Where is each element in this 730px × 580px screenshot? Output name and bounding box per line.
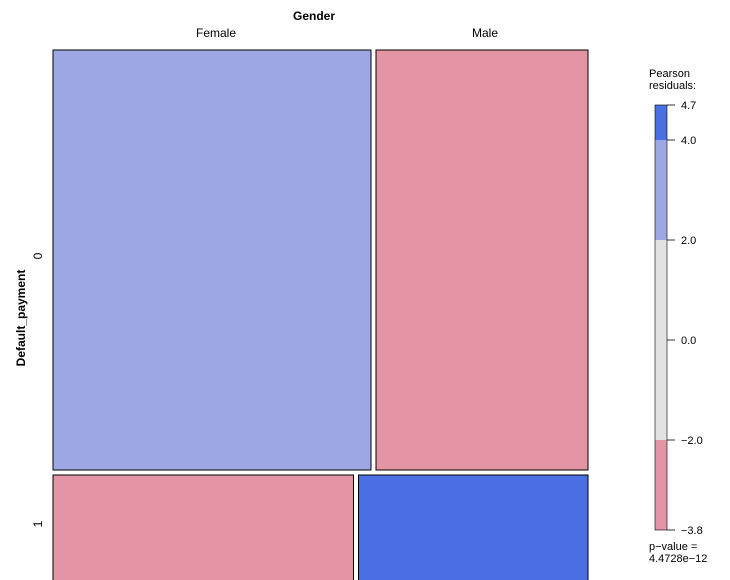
legend-tick-label-4: −2.0 [681,435,703,447]
legend-band-3 [655,440,667,530]
legend-color-bar [654,104,668,531]
legend-bar-frame [654,104,668,531]
tile-male-0 [375,49,589,471]
p-value: 4.4728e−12 [649,553,707,565]
column-label-male: Male [472,26,498,40]
legend-band-2 [655,240,667,440]
row-variable-label: Default_payment [14,270,28,367]
column-label-female: Female [196,26,236,40]
tile-male-1 [358,474,589,580]
column-variable-label: Gender [293,9,335,23]
legend-tick-label-5: −3.8 [681,525,703,537]
legend-title-line2: residuals: [649,80,696,92]
row-label-1: 1 [31,520,45,527]
legend-ticks: 4.7 4.0 2.0 0.0 −2.0 −3.8 [667,100,703,537]
tile-female-0 [52,49,372,471]
tile-female-1 [52,474,354,580]
legend-tick-label-1: 4.0 [681,135,696,147]
legend-title-line1: Pearson [649,68,690,80]
legend-band-1 [655,140,667,240]
row-label-0: 0 [31,252,45,259]
p-value-label: p−value = [649,541,697,553]
legend-tick-label-3: 0.0 [681,335,696,347]
legend-band-0 [655,105,667,140]
legend-tick-label-0: 4.7 [681,100,696,112]
legend-tick-label-2: 2.0 [681,235,696,247]
